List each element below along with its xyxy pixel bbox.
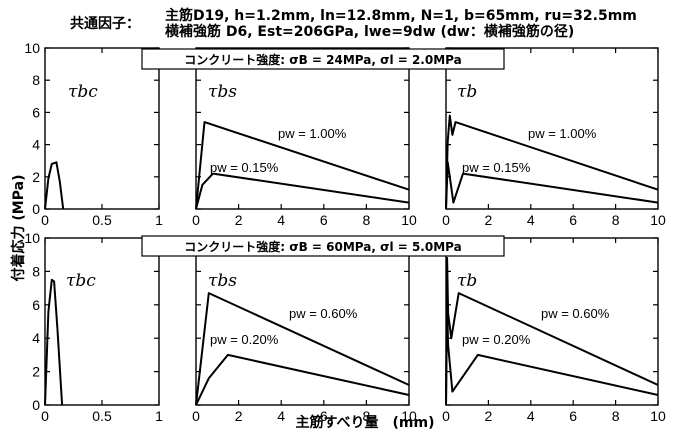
- series-line: [44, 278, 64, 406]
- panel-1-bs: 0 2 4 6 8 10 pw = 0.60% pw = 0.20% τbs: [192, 237, 417, 424]
- panel-frame: [195, 237, 410, 406]
- y-tick-label: 4: [32, 137, 40, 153]
- x-tick-label: 0: [442, 408, 450, 424]
- panel-label: τb: [457, 271, 477, 291]
- common-factors-label: 共通因子：: [70, 16, 140, 32]
- condition-box: [141, 48, 505, 70]
- series-line: [445, 114, 659, 210]
- x-tick-label: 2: [235, 212, 243, 228]
- x-tick-label: 0: [41, 408, 49, 424]
- x-tick-label: 6: [320, 408, 328, 424]
- x-tick-label: 10: [401, 212, 417, 228]
- series-line: [195, 172, 410, 210]
- x-tick-label: 10: [650, 408, 666, 424]
- x-tick-label: 0.5: [92, 212, 112, 228]
- panel-frame: [445, 237, 659, 406]
- y-tick-label: 0: [32, 201, 40, 217]
- series-label: pw = 1.00%: [528, 126, 597, 141]
- x-tick-label: 10: [650, 212, 666, 228]
- x-tick-label: 2: [485, 212, 493, 228]
- panel-label: τbc: [66, 271, 96, 291]
- y-tick-label: 6: [32, 104, 40, 120]
- x-tick-label: 6: [320, 212, 328, 228]
- y-tick-label: 8: [32, 263, 40, 279]
- series-line: [195, 353, 410, 406]
- y-tick-label: 4: [32, 330, 40, 346]
- common-factors-line2: 横補強筋 D6, Est=206GPa, lwe=9dw (dw：横補強筋の径): [165, 24, 575, 40]
- x-tick-label: 0: [41, 212, 49, 228]
- x-tick-label: 8: [363, 408, 371, 424]
- x-tick-label: 1: [155, 212, 163, 228]
- panel-frame: [44, 237, 160, 406]
- x-tick-label: 0: [442, 212, 450, 228]
- series-line: [445, 257, 659, 406]
- x-tick-label: 2: [485, 408, 493, 424]
- series-label: pw = 1.00%: [278, 126, 347, 141]
- x-tick-label: 0: [192, 408, 200, 424]
- panel-frame: [445, 47, 659, 210]
- y-tick-label: 10: [24, 40, 40, 56]
- x-tick-label: 4: [527, 408, 535, 424]
- y-tick-label: 2: [32, 364, 40, 380]
- series-label: pw = 0.20%: [462, 332, 531, 347]
- panel-label: τb: [457, 82, 477, 102]
- panel-label: τbc: [68, 82, 98, 102]
- series-label: pw = 0.15%: [210, 160, 279, 175]
- panel-frame: [44, 47, 160, 210]
- y-tick-label: 8: [32, 72, 40, 88]
- panel-label: τbs: [208, 82, 237, 102]
- x-tick-label: 8: [363, 212, 371, 228]
- condition-label: コンクリート強度: σB = 24MPa, σl = 2.0MPa: [184, 52, 461, 67]
- x-tick-label: 1: [155, 408, 163, 424]
- series-line: [445, 161, 659, 210]
- x-axis-title: 主筋すべり量 (mm): [296, 414, 435, 430]
- series-label: pw = 0.60%: [289, 306, 358, 321]
- x-tick-label: 8: [612, 408, 620, 424]
- y-tick-label: 2: [32, 169, 40, 185]
- series-label: pw = 0.20%: [210, 332, 279, 347]
- y-tick-label: 6: [32, 297, 40, 313]
- y-axis-title: 付着応力 (MPa): [10, 175, 27, 282]
- x-tick-label: 6: [569, 212, 577, 228]
- y-tick-label: 10: [24, 230, 40, 246]
- x-tick-label: 2: [235, 408, 243, 424]
- series-line: [195, 292, 410, 406]
- x-tick-label: 4: [277, 408, 285, 424]
- series-line: [445, 303, 659, 406]
- series-label: pw = 0.60%: [541, 306, 610, 321]
- common-factors-line1: 主筋D19, h=1.2mm, ln=12.8mm, N=1, b=65mm, …: [165, 8, 637, 24]
- condition-label: コンクリート強度: σB = 60MPa, σl = 5.0MPa: [184, 239, 461, 254]
- panel-0-b: 0 2 4 6 8 10 pw = 1.00% pw = 0.15% τb: [442, 47, 666, 228]
- x-tick-label: 10: [401, 408, 417, 424]
- condition-box: [141, 235, 505, 257]
- y-tick-label: 0: [32, 397, 40, 413]
- panel-label: τbs: [208, 271, 237, 291]
- panel-frame: [195, 47, 410, 210]
- x-tick-label: 6: [569, 408, 577, 424]
- series-line: [195, 121, 410, 210]
- panel-1-b: 0 2 4 6 8 10 pw = 0.60% pw = 0.20% τb: [442, 237, 666, 424]
- x-tick-label: 4: [527, 212, 535, 228]
- x-tick-label: 0.5: [92, 408, 112, 424]
- series-line: [44, 161, 65, 210]
- series-label: pw = 0.15%: [462, 160, 531, 175]
- x-tick-label: 4: [277, 212, 285, 228]
- panel-0-bs: 0 2 4 6 8 10 pw = 1.00% pw = 0.15% τbs: [192, 47, 417, 228]
- x-tick-label: 0: [192, 212, 200, 228]
- x-tick-label: 8: [612, 212, 620, 228]
